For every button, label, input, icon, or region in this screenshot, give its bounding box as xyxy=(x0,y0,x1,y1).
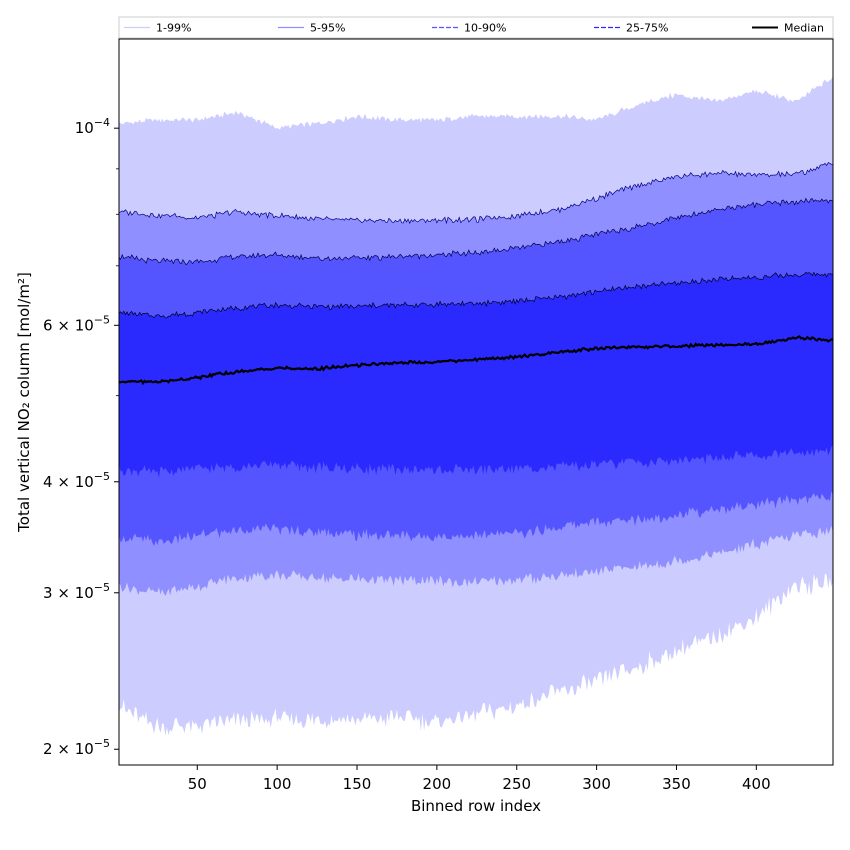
legend-label: 25-75% xyxy=(626,22,668,35)
legend: 1-99% 5-95% 10-90% 25-75% Median xyxy=(118,16,834,39)
legend-label: 5-95% xyxy=(310,22,345,35)
x-axis-label: Binned row index xyxy=(411,797,541,815)
x-tick-label: 200 xyxy=(423,775,452,793)
y-tick-label: 10−4 xyxy=(75,116,110,137)
band-25-75% xyxy=(119,272,833,478)
legend-label: Median xyxy=(784,22,824,35)
x-tick-label: 250 xyxy=(502,775,531,793)
band-layer xyxy=(119,76,833,736)
x-tick-label: 150 xyxy=(343,775,372,793)
x-tick-label: 400 xyxy=(742,775,771,793)
band-upper-edge-25-75% xyxy=(119,271,833,319)
y-tick-label: 6 × 10−5 xyxy=(43,313,110,334)
y-tick-label: 3 × 10−5 xyxy=(43,581,110,602)
legend-frame xyxy=(118,16,834,39)
y-axis-label: Total vertical NO₂ column [mol/m²] xyxy=(15,272,33,533)
x-tick-label: 300 xyxy=(582,775,611,793)
band-upper-edge-1-99% xyxy=(119,76,833,131)
y-axis: 2 × 10−5 3 × 10−5 4 × 10−5 6 × 10−5 10−4 xyxy=(43,116,119,758)
x-tick-label: 50 xyxy=(188,775,207,793)
legend-label: 1-99% xyxy=(156,22,191,35)
y-tick-label: 4 × 10−5 xyxy=(43,470,110,491)
x-tick-label: 350 xyxy=(662,775,691,793)
x-tick-label: 100 xyxy=(263,775,292,793)
plot-frame xyxy=(118,38,834,766)
median-layer xyxy=(119,335,833,386)
x-axis: 50 100 150 200 250 300 350 400 xyxy=(188,765,771,793)
median-line xyxy=(119,335,833,386)
band-upper-edge-10-90% xyxy=(119,197,833,266)
y-tick-label: 2 × 10−5 xyxy=(43,737,110,758)
legend-label: 10-90% xyxy=(464,22,506,35)
band-upper-edge-5-95% xyxy=(119,162,833,225)
